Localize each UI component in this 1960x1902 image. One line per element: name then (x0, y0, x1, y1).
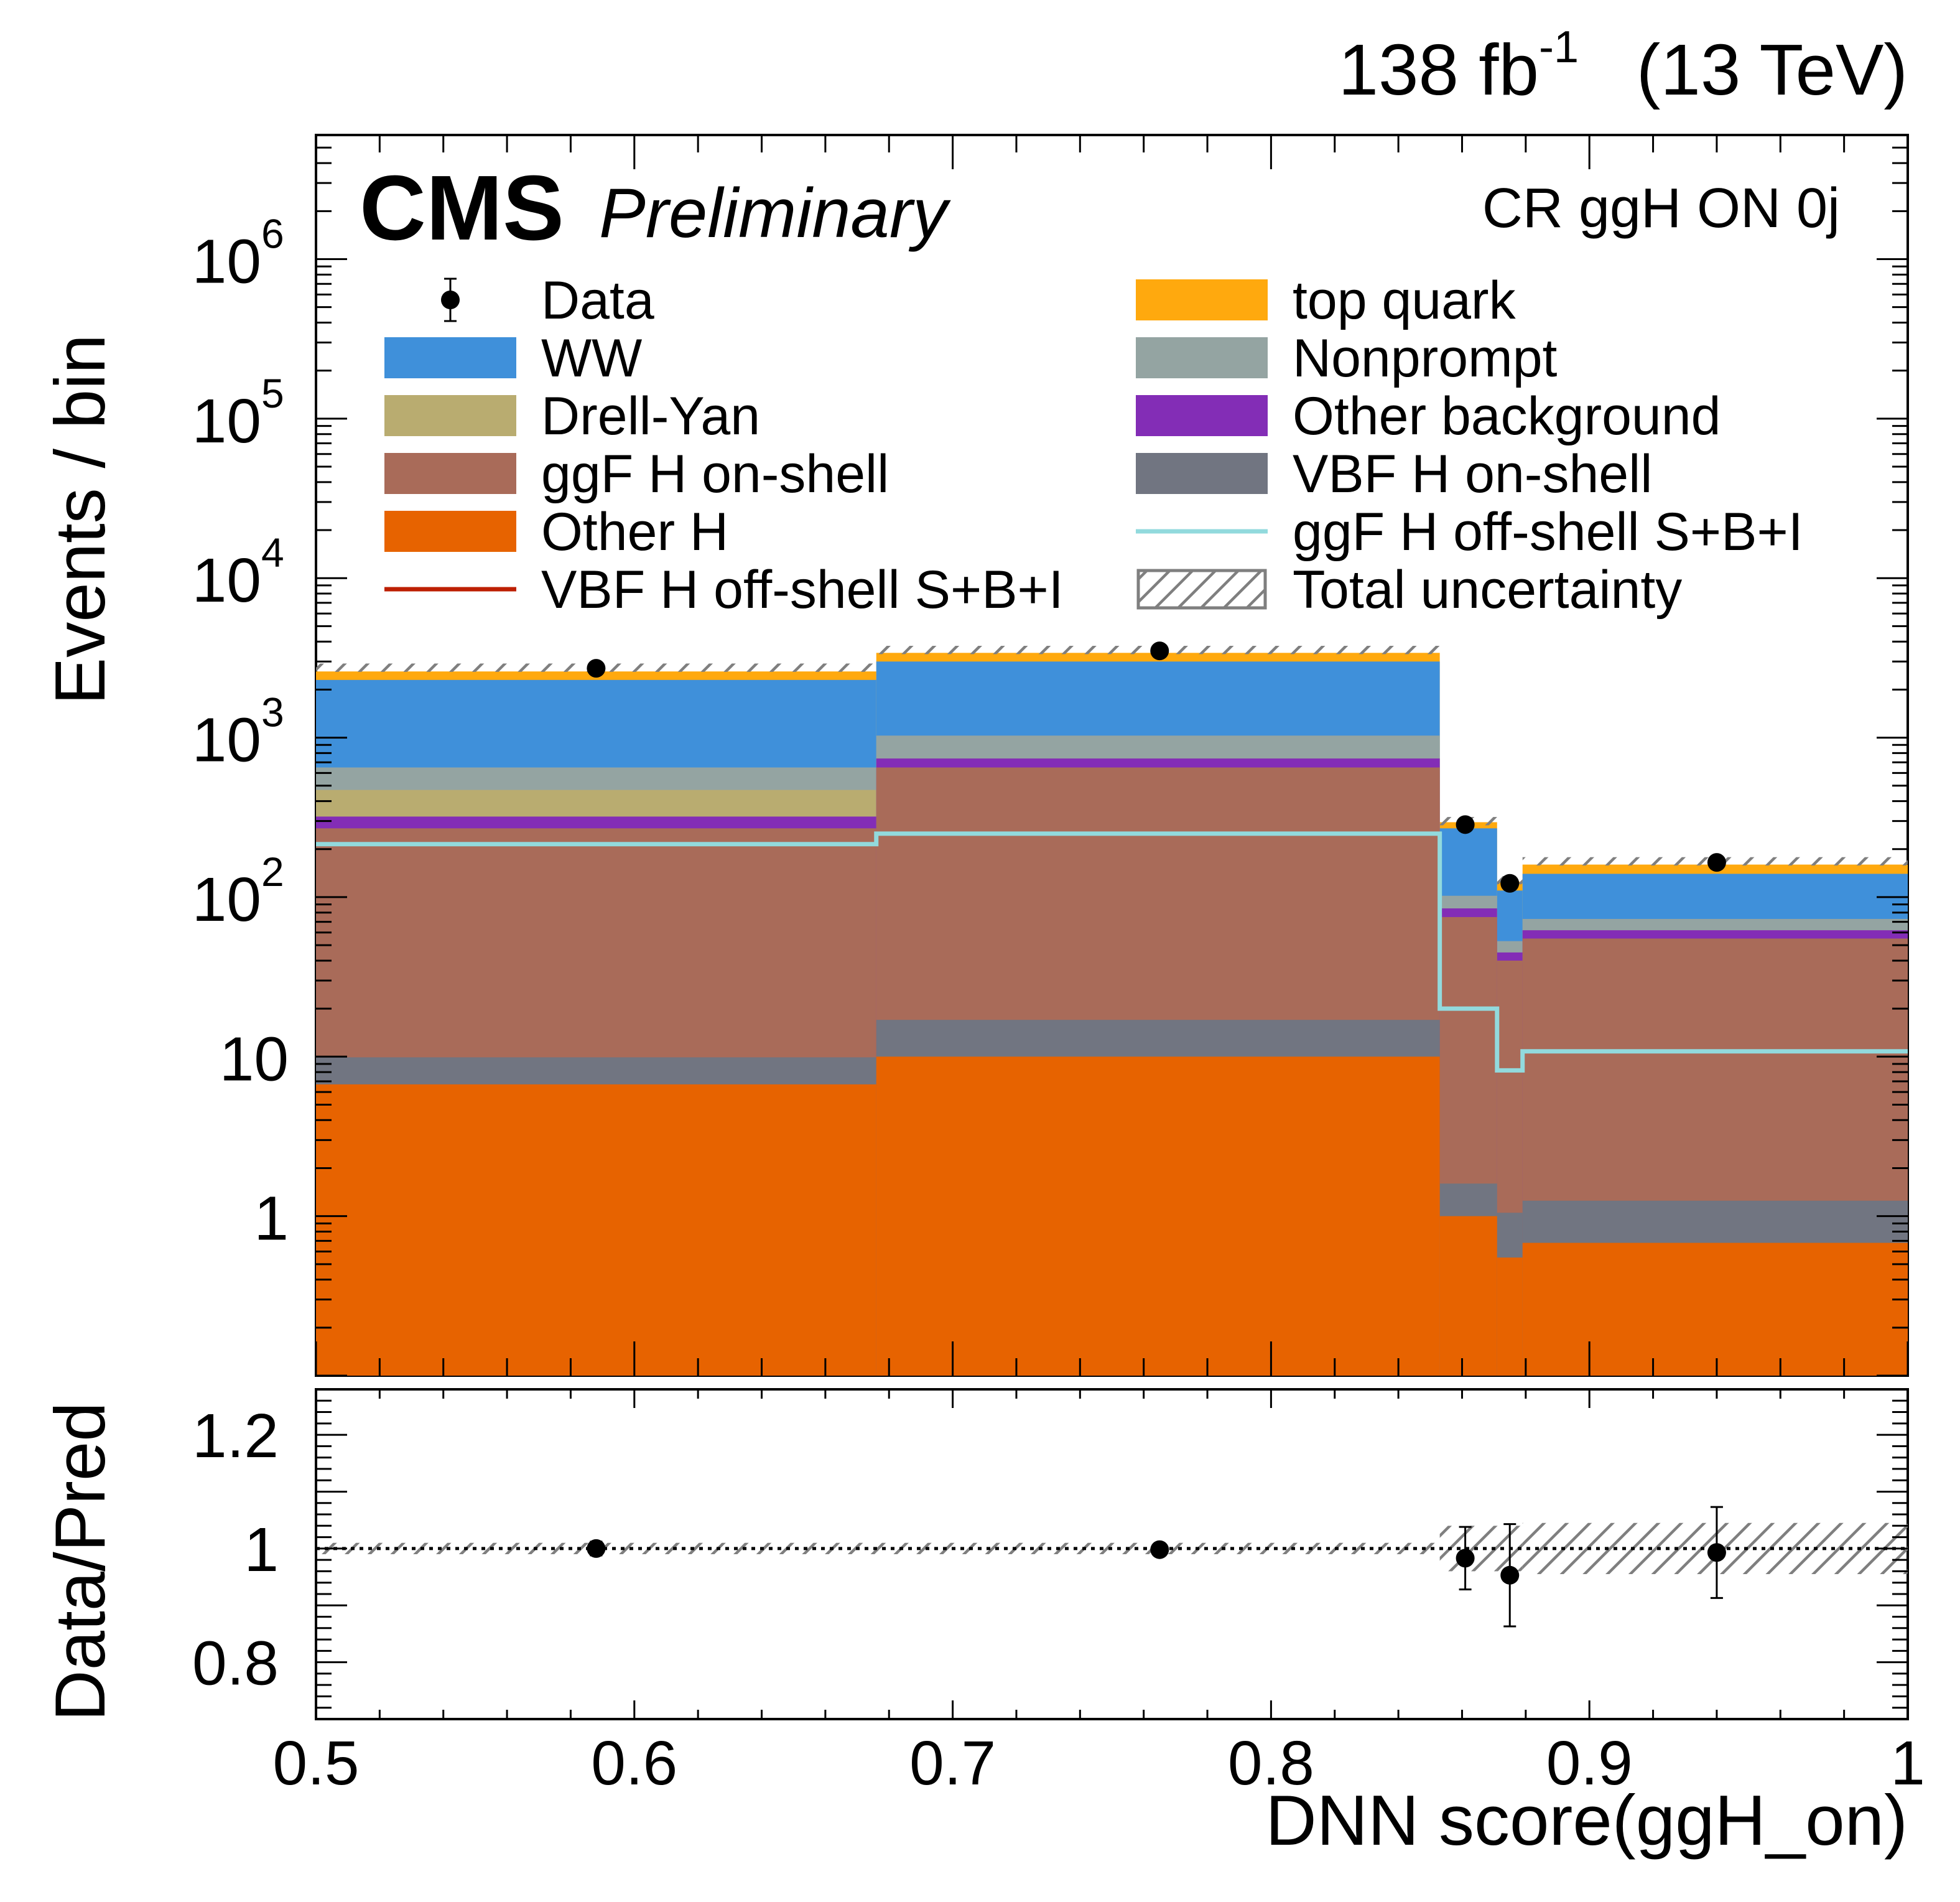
legend-swatch-drell-yan (384, 395, 516, 436)
bar-other-h-bin4 (1497, 1257, 1523, 1376)
legend-label-data: Data (541, 271, 654, 330)
legend-label-vbf-h-on-shell: VBF H on-shell (1293, 444, 1652, 504)
ratio-y-tick-label: 0.8 (192, 1629, 279, 1699)
ratio-y-tick-label: 1.2 (192, 1401, 279, 1471)
legend-label-ggf-h-off-shell-s-b-i: ggF H off-shell S+B+I (1293, 502, 1803, 562)
y-tick-label-exponent: 2 (261, 849, 284, 895)
legend-label-top-quark: top quark (1293, 271, 1516, 330)
data-point-2 (1150, 641, 1169, 661)
ratio-y-tick-label: 1 (244, 1515, 279, 1585)
legend-label-other-h: Other H (541, 502, 728, 562)
bar-other-h-bin3 (1439, 1216, 1497, 1376)
legend-swatch-other-h (384, 511, 516, 552)
ratio-point-4 (1500, 1565, 1520, 1585)
legend-label-total-uncertainty: Total uncertainty (1293, 560, 1682, 620)
y-tick-label-exponent: 5 (261, 370, 284, 416)
data-point-1 (587, 659, 606, 678)
y-tick-label: 10 (192, 226, 261, 296)
lumi-label: 138 fb (1338, 29, 1539, 110)
lumi-exponent: -1 (1539, 22, 1579, 72)
x-tick-label: 0.8 (1228, 1728, 1314, 1798)
region-label: CR ggH ON 0j (1482, 177, 1840, 240)
y-tick-label: 10 (192, 386, 261, 456)
legend-label-vbf-h-off-shell-s-b-i: VBF H off-shell S+B+I (541, 560, 1064, 620)
data-point-5 (1707, 853, 1726, 872)
line-ggf-h-off-shell-s-b-i (316, 831, 1908, 1073)
y-tick-label: 1 (254, 1184, 289, 1254)
y-tick-label: 10 (220, 1024, 289, 1094)
bar-other-h-bin1 (316, 1084, 876, 1376)
legend-swatch-data (441, 291, 460, 309)
legend-swatch-ggf-h-on-shell (384, 453, 516, 494)
cms-label: CMS (360, 157, 564, 259)
x-tick-label: 0.9 (1546, 1728, 1633, 1798)
legend-swatch-nonprompt (1136, 337, 1268, 378)
data-point-4 (1500, 874, 1520, 893)
legend-swatch-other-background (1136, 395, 1268, 436)
legend-label-drell-yan: Drell-Yan (541, 386, 760, 446)
legend-label-ggf-h-on-shell: ggF H on-shell (541, 444, 889, 504)
ratio-point-5 (1707, 1543, 1726, 1562)
bar-other-h-bin5 (1522, 1242, 1908, 1376)
ratio-y-axis-title: Data/Pred (41, 1402, 120, 1721)
legend-swatch-top-quark (1136, 279, 1268, 320)
y-axis-title: Events / bin (41, 334, 120, 705)
y-tick-label-exponent: 6 (261, 210, 284, 256)
ratio-point-1 (587, 1539, 606, 1558)
legend-swatch-ww (384, 337, 516, 378)
y-tick-label-exponent: 4 (261, 529, 284, 576)
y-tick-label: 10 (192, 706, 261, 775)
bar-other-h-bin2 (876, 1056, 1440, 1376)
legend-label-other-background: Other background (1293, 386, 1721, 446)
x-axis-title: DNN score(ggH_on) (1265, 1781, 1908, 1860)
legend-swatch-total-uncertainty (1136, 569, 1267, 610)
x-tick-label: 0.7 (909, 1728, 996, 1798)
preliminary-label: Preliminary (599, 174, 951, 252)
x-tick-label: 0.6 (591, 1728, 677, 1798)
legend-label-ww: WW (541, 329, 642, 388)
ratio-point-2 (1150, 1540, 1169, 1559)
ratio-point-3 (1456, 1549, 1475, 1568)
x-tick-label: 1 (1890, 1728, 1925, 1798)
legend-swatch-vbf-h-on-shell (1136, 453, 1268, 494)
y-tick-label-exponent: 3 (261, 689, 284, 735)
y-tick-label: 10 (192, 546, 261, 615)
data-point-3 (1456, 815, 1475, 834)
x-tick-label: 0.5 (272, 1728, 359, 1798)
y-tick-label: 10 (192, 865, 261, 935)
energy-label: (13 TeV) (1637, 29, 1908, 110)
legend-label-nonprompt: Nonprompt (1293, 329, 1558, 388)
legend: Data top quark WW Nonprompt Drell-Yan Other b… (384, 271, 1803, 620)
